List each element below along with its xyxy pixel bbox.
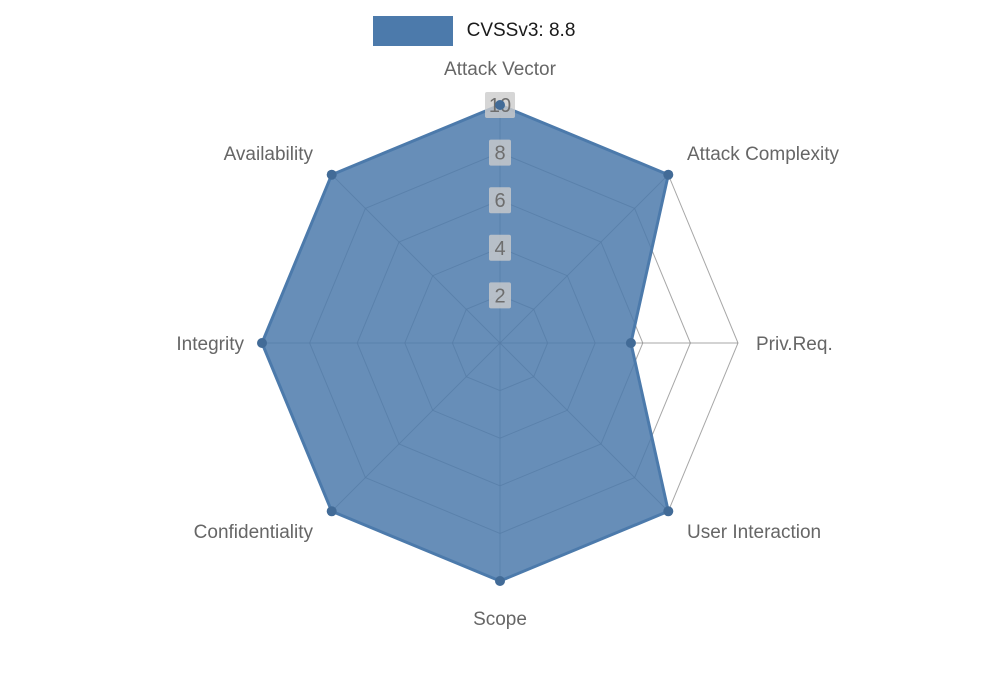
radial-tick-label: 6: [494, 190, 505, 212]
data-point-marker: [257, 338, 267, 348]
radial-tick-label: 8: [494, 143, 505, 165]
data-point-marker: [495, 100, 505, 110]
radial-tick-box: [489, 139, 511, 166]
data-point-marker: [663, 506, 674, 517]
radial-tick-box: [489, 234, 511, 261]
data-point-marker: [326, 169, 337, 180]
axis-label: Attack Complexity: [687, 144, 840, 165]
axis-label: Availability: [224, 144, 314, 165]
data-point-marker: [625, 338, 636, 348]
axis-label: Scope: [473, 609, 527, 630]
axis-label: Integrity: [176, 334, 244, 355]
radial-tick-label: 2: [494, 285, 505, 307]
axis-label: User Interaction: [687, 522, 821, 543]
radial-tick-label: 4: [494, 238, 505, 260]
data-point-marker: [326, 506, 337, 517]
axis-label: Priv.Req.: [756, 334, 833, 355]
data-polygon: [260, 103, 670, 583]
radial-tick-box: [489, 282, 511, 309]
radial-tick-box: [489, 187, 511, 214]
data-point-marker: [495, 576, 505, 586]
data-point-marker: [663, 169, 674, 180]
axis-label: Attack Vector: [444, 59, 557, 80]
axis-label: Confidentiality: [194, 522, 314, 543]
